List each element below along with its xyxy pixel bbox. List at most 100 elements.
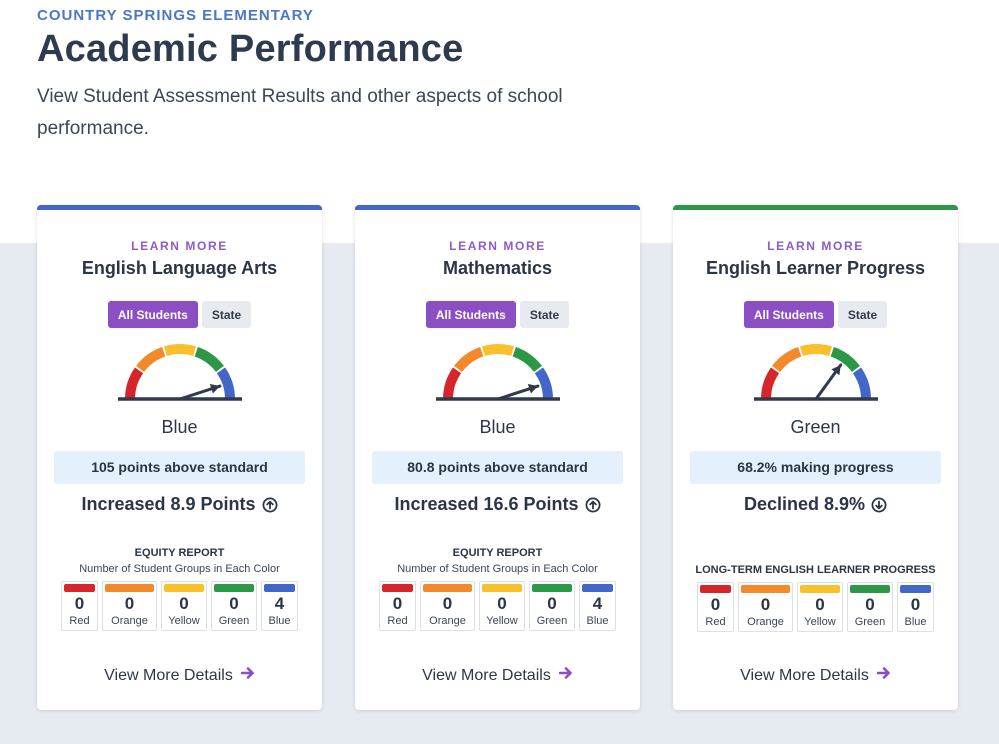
swatch-orange: 0 Orange [420,581,475,631]
swatch-color-bar [423,584,472,592]
state-button[interactable]: State [837,301,888,328]
swatch-label: Green [536,615,568,627]
swatch-green: 0 Green [847,582,893,632]
swatch-label: Red [387,615,408,627]
arrow-right-icon [876,666,891,685]
gauge-segment-red [760,367,779,400]
view-more-details-link[interactable]: View More Details [355,666,640,685]
state-button[interactable]: State [519,301,570,328]
view-more-details-link[interactable]: View More Details [673,666,958,685]
page-header: COUNTRY SPRINGS ELEMENTARY Academic Perf… [37,7,637,145]
equity-report-subtitle: Number of Student Groups in Each Color [397,563,598,575]
gauge-segment-green [193,346,224,373]
all-students-button[interactable]: All Students [425,301,516,328]
performance-color-label: Blue [161,417,198,437]
gauge-needle-head [830,365,841,376]
equity-report: LONG-TERM ENGLISH LEARNER PROGRESS 0 Red 0… [673,564,958,632]
swatch-color-bar [800,585,840,593]
gauge-segment-red [124,367,143,400]
gauge-needle-head [527,384,538,394]
gauge-segment-orange [771,346,802,373]
equity-report: EQUITY REPORT Number of Student Groups i… [37,547,322,631]
gauge-needle-head [209,384,220,394]
swatch-color-bar [532,584,572,592]
swatch-count: 0 [547,594,557,613]
equity-report-title: LONG-TERM ENGLISH LEARNER PROGRESS [695,564,936,576]
view-more-details-link[interactable]: View More Details [37,666,322,685]
swatch-label: Red [705,616,726,628]
view-more-label: View More Details [104,666,233,684]
performance-gauge-icon [355,342,640,408]
status-box: 105 points above standard [54,451,305,484]
gauge-segment-yellow [799,344,832,357]
swatch-color-bar [482,584,522,592]
learn-more-link[interactable]: LEARN MORE [131,239,228,253]
gauge-segment-blue [852,367,871,400]
swatch-label: Orange [429,615,466,627]
swatch-green: 0 Green [211,581,257,631]
change-summary: Increased 8.9 Points [37,494,322,515]
card-english-learner-progress: LEARN MORE English Learner Progress All … [673,205,958,710]
swatch-green: 0 Green [529,581,575,631]
performance-color-label: Green [790,417,841,437]
status-box: 68.2% making progress [690,451,941,484]
equity-report-title: EQUITY REPORT [134,547,225,559]
card-title: English Learner Progress [705,258,926,278]
change-text: Declined 8.9% [743,494,866,514]
card-mathematics: LEARN MORE Mathematics All Students Stat… [355,205,640,710]
state-button[interactable]: State [201,301,252,328]
swatch-count: 0 [710,595,721,614]
school-name: COUNTRY SPRINGS ELEMENTARY [37,7,314,24]
gauge-segment-blue [534,367,553,400]
gauge-segment-orange [453,346,484,373]
swatch-label: Green [218,615,250,627]
swatch-count: 0 [865,595,875,614]
learn-more-link[interactable]: LEARN MORE [767,239,864,253]
card-title: English Language Arts [81,258,278,278]
card-english-language-arts: LEARN MORE English Language Arts All Stu… [37,205,322,710]
arrow-up-circle-icon [585,497,601,513]
swatch-label: Blue [586,615,609,627]
swatch-count: 0 [229,594,239,613]
swatch-count: 0 [392,594,403,613]
swatch-count: 4 [274,594,285,613]
swatch-count: 0 [815,595,825,614]
status-box: 80.8 points above standard [372,451,623,484]
swatch-blue: 4 Blue [579,581,616,631]
change-summary: Increased 16.6 Points [355,494,640,515]
view-more-label: View More Details [740,666,869,684]
gauge-segment-green [511,346,542,373]
gauge-segment-red [442,367,461,400]
swatch-label: Yellow [804,616,836,628]
learn-more-link[interactable]: LEARN MORE [449,239,546,253]
swatch-label: Green [854,616,886,628]
swatch-label: Yellow [168,615,200,627]
swatch-count: 0 [442,594,453,613]
swatch-red: 0 Red [379,581,416,631]
swatch-color-bar [850,585,890,593]
swatch-orange: 0 Orange [738,582,793,632]
gauge-segment-orange [135,346,166,373]
swatch-color-bar [105,584,154,592]
swatch-label: Orange [111,615,148,627]
gauge-segment-yellow [481,344,514,357]
swatch-blue: 4 Blue [261,581,298,631]
all-students-button[interactable]: All Students [107,301,198,328]
swatch-color-bar [741,585,790,593]
swatch-color-bar [700,585,731,593]
swatch-yellow: 0 Yellow [797,582,843,632]
swatch-orange: 0 Orange [102,581,157,631]
swatch-color-bar [264,584,295,592]
gauge-segment-blue [216,367,235,400]
arrow-up-circle-icon [262,497,278,513]
swatch-red: 0 Red [61,581,98,631]
equity-report: EQUITY REPORT Number of Student Groups i… [355,547,640,631]
equity-report-subtitle: Number of Student Groups in Each Color [79,563,280,575]
swatch-color-bar [582,584,613,592]
swatch-label: Blue [904,616,927,628]
swatch-count: 4 [592,594,603,613]
change-text: Increased 8.9 Points [81,494,256,514]
all-students-button[interactable]: All Students [743,301,834,328]
swatch-label: Red [69,615,90,627]
swatch-color-bar [900,585,931,593]
